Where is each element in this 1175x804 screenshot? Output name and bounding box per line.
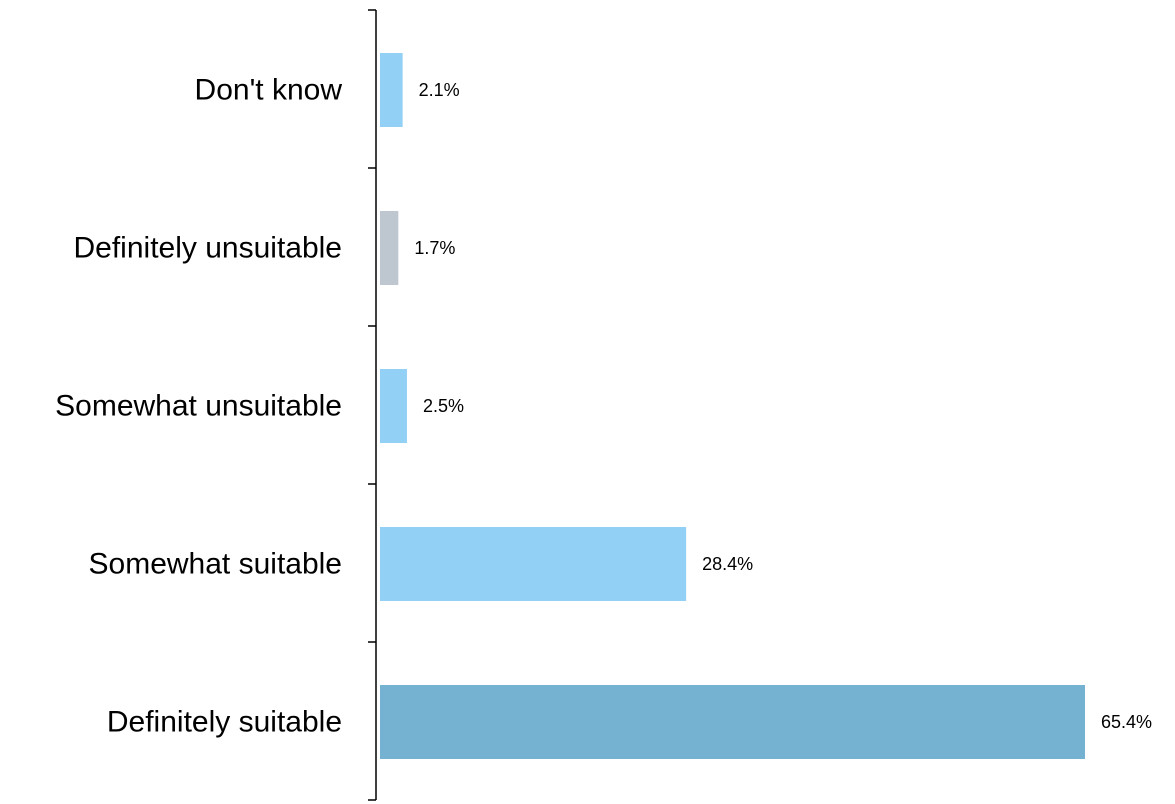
bar-somewhat-unsuitable	[380, 369, 407, 443]
category-label-definitely-suitable: Definitely suitable	[107, 706, 342, 739]
data-label-definitely-unsuitable: 1.7%	[414, 238, 455, 258]
data-label-don-t-know: 2.1%	[419, 80, 460, 100]
bar-don-t-know	[380, 53, 403, 127]
data-label-somewhat-suitable: 28.4%	[702, 554, 753, 574]
category-label-don-t-know: Don't know	[195, 74, 343, 107]
bar-definitely-unsuitable	[380, 211, 399, 285]
category-labels: Don't know Definitely unsuitable Somewhat …	[55, 74, 342, 739]
category-label-somewhat-suitable: Somewhat suitable	[89, 548, 342, 581]
data-label-definitely-suitable: 65.4%	[1101, 712, 1152, 732]
data-label-somewhat-unsuitable: 2.5%	[423, 396, 464, 416]
y-axis	[368, 9, 377, 801]
category-label-somewhat-unsuitable: Somewhat unsuitable	[55, 390, 342, 423]
bars	[380, 53, 1085, 759]
data-labels: 2.1% 1.7% 2.5% 28.4% 65.4%	[414, 80, 1152, 732]
category-label-definitely-unsuitable: Definitely unsuitable	[74, 232, 343, 265]
bar-definitely-suitable	[380, 685, 1085, 759]
bar-somewhat-suitable	[380, 527, 687, 601]
